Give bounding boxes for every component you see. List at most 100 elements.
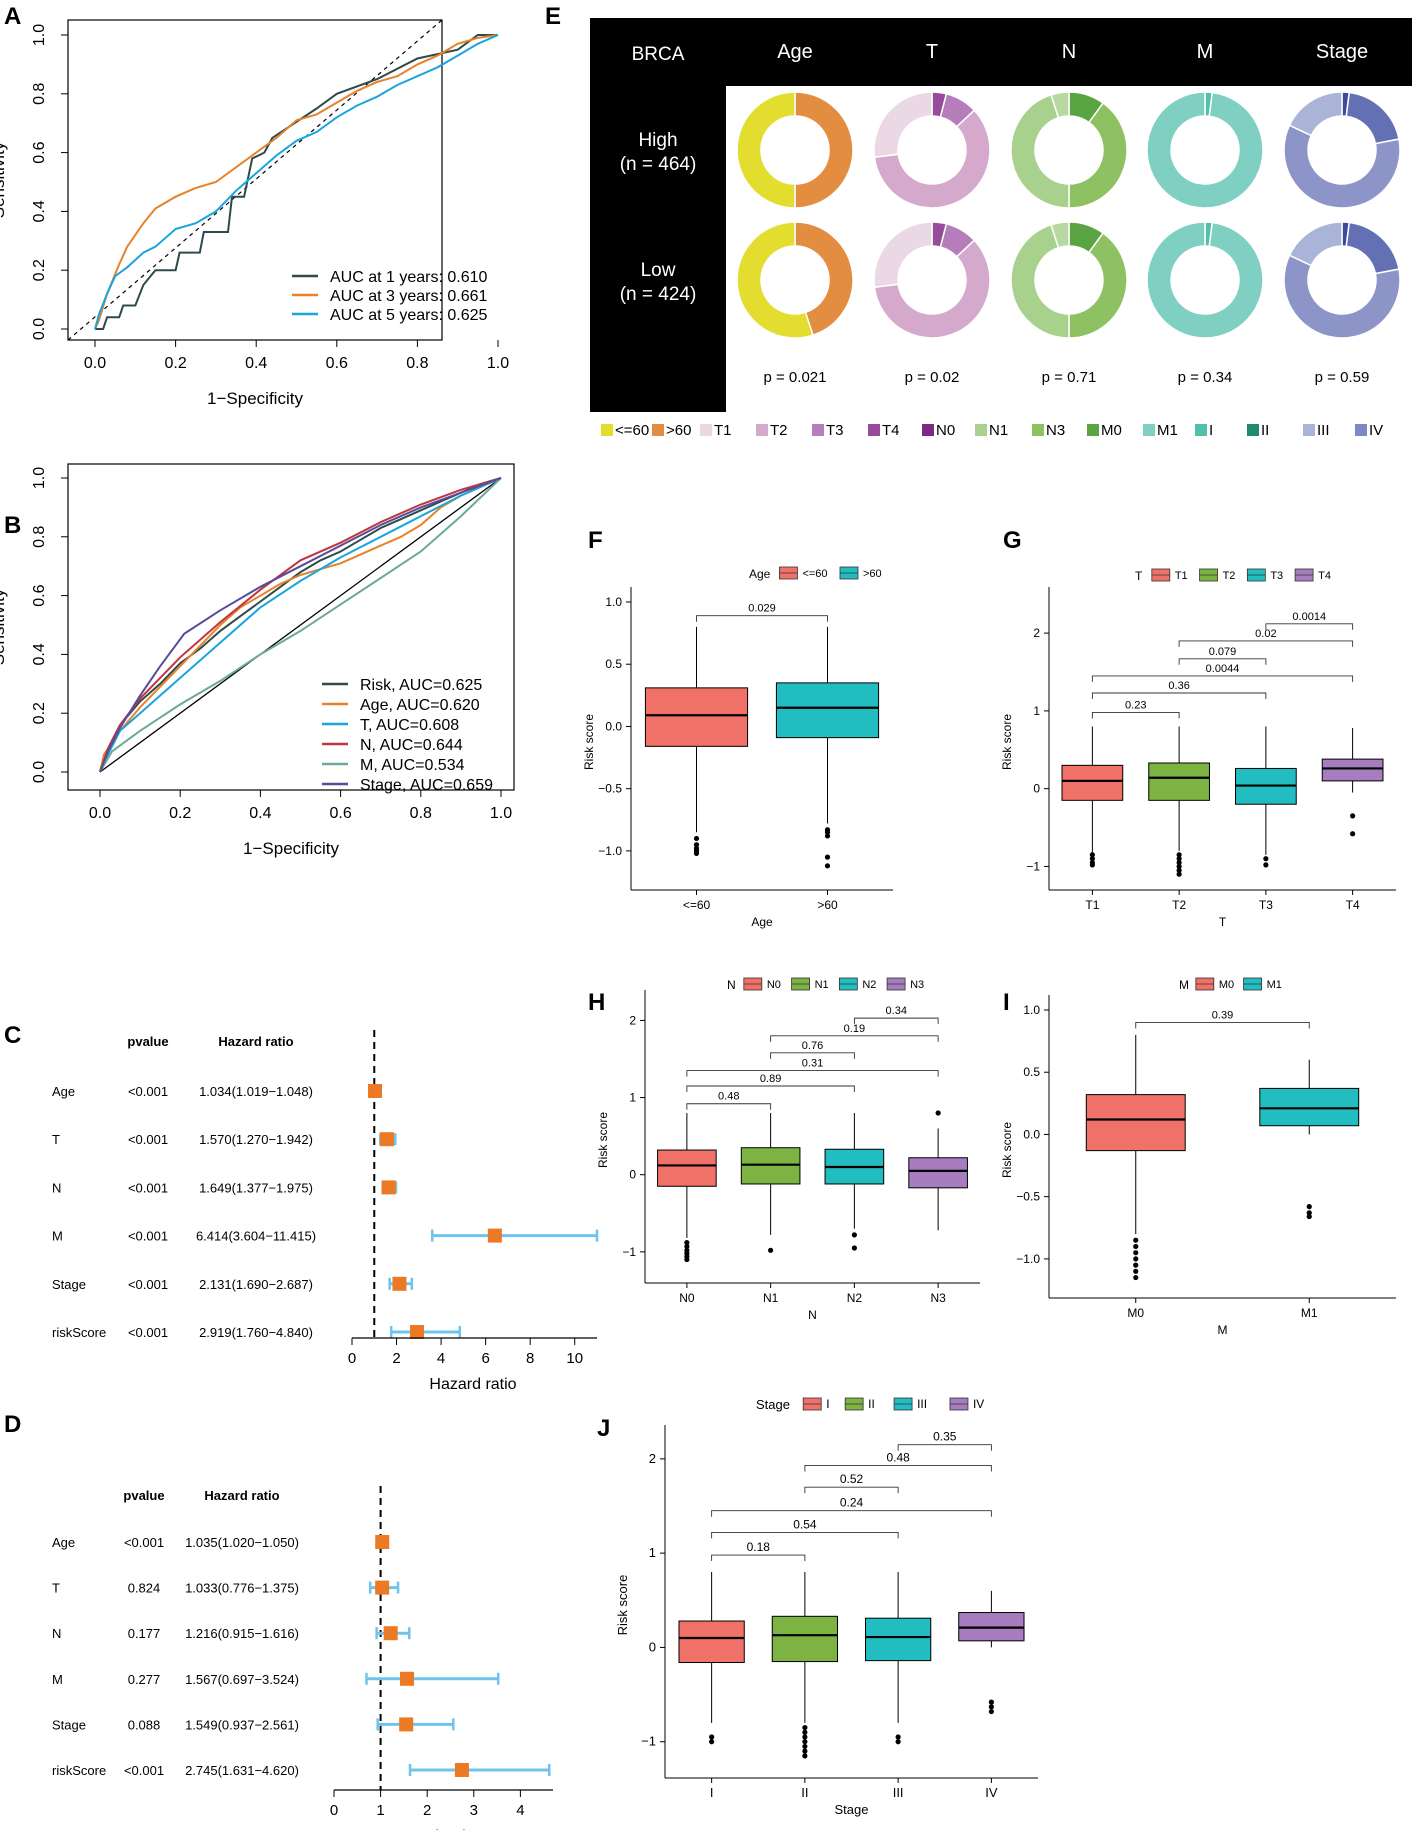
hr-point: [410, 1325, 425, 1339]
row-hazard-ratio: 1.570(1.270−1.942): [199, 1132, 313, 1147]
y-axis-label: Risk score: [582, 714, 596, 770]
legend-label: AUC at 5 years: 0.625: [330, 307, 488, 324]
outlier-point: [1133, 1256, 1139, 1262]
legend-label: II: [868, 1397, 875, 1411]
comparison-pvalue: 0.36: [1168, 680, 1189, 692]
comparison-bracket: [770, 1052, 855, 1059]
donut-segment: [736, 221, 814, 339]
comparison-pvalue: 0.48: [886, 1450, 910, 1464]
comparison-bracket: [770, 1035, 939, 1042]
comparison-bracket: [897, 1444, 992, 1451]
x-tick-label: 0.0: [84, 355, 106, 372]
comparison-bracket: [1091, 692, 1267, 699]
x-tick-label: M0: [1127, 1306, 1144, 1320]
comparison-pvalue: 0.89: [760, 1073, 781, 1085]
legend-label: Age, AUC=0.620: [360, 697, 480, 714]
x-tick-label: 4: [516, 1802, 524, 1819]
legend-label: >60: [666, 422, 691, 439]
row-label: riskScore: [52, 1325, 106, 1340]
panel-label-d: D: [4, 1411, 21, 1438]
panel-label-i: I: [1003, 989, 1010, 1016]
panel-label-a: A: [4, 3, 21, 30]
row-pvalue: <0.001: [128, 1084, 168, 1099]
row-pvalue: 0.277: [128, 1672, 161, 1687]
x-tick-label: 0.4: [249, 805, 271, 822]
comparison-pvalue: 0.76: [802, 1040, 823, 1052]
row-pvalue: <0.001: [128, 1325, 168, 1340]
x-tick-label: II: [801, 1785, 808, 1800]
column-header-m: M: [1197, 41, 1214, 63]
y-axis-label: Risk score: [615, 1575, 630, 1636]
x-tick-label: 0.6: [326, 355, 348, 372]
y-tick-label: 0.8: [31, 526, 48, 548]
hr-point: [381, 1180, 396, 1195]
column-header-pvalue: pvalue: [127, 1034, 168, 1049]
row-label: Stage: [52, 1717, 86, 1732]
y-tick-label: 0.2: [31, 702, 48, 724]
outlier-point: [851, 1232, 857, 1238]
x-axis-label: Hazard ratio: [387, 1828, 474, 1830]
row-hazard-ratio: 1.549(0.937−2.561): [185, 1717, 299, 1732]
outlier-point: [802, 1743, 808, 1750]
roc-curve-5: [99, 477, 502, 773]
roc-curve-3: [94, 34, 499, 330]
x-tick-label: 2: [392, 1350, 400, 1367]
legend-label: N1: [989, 422, 1008, 439]
panel-label-g: G: [1003, 527, 1022, 554]
legend-label: IV: [1369, 422, 1383, 439]
outlier-point: [824, 829, 831, 835]
x-tick-label: 0.8: [410, 805, 432, 822]
comparison-bracket: [1178, 640, 1354, 647]
donut-segment: [736, 91, 796, 209]
outlier-point: [1306, 1210, 1312, 1216]
box-I: [678, 1620, 745, 1664]
y-tick-label: 1.0: [1023, 1003, 1040, 1017]
box-N0: [657, 1149, 717, 1187]
x-tick-label: IV: [985, 1785, 998, 1800]
header-band: [590, 18, 1412, 86]
legend-label: T2: [770, 422, 788, 439]
donut-segment: [1010, 93, 1070, 209]
outlier-point: [935, 1110, 941, 1116]
legend-label: T, AUC=0.608: [360, 717, 459, 734]
legend-swatch: [868, 424, 880, 436]
outlier-point: [709, 1734, 715, 1740]
legend-label: T1: [714, 422, 732, 439]
column-header-hazard-ratio: Hazard ratio: [204, 1488, 279, 1503]
column-header-hazard-ratio: Hazard ratio: [218, 1034, 293, 1049]
legend-label: N1: [815, 979, 829, 991]
legend-label: T2: [1223, 570, 1236, 582]
box-II: [771, 1615, 839, 1663]
corner-label: BRCA: [632, 44, 685, 65]
roc-curve-3: [99, 477, 502, 773]
legend-label: M1: [1267, 979, 1282, 991]
comparison-bracket: [853, 1017, 939, 1025]
column-header-pvalue: pvalue: [123, 1488, 164, 1503]
y-tick-label: 0.5: [605, 657, 622, 671]
comparison-bracket: [1135, 1021, 1310, 1029]
row-pvalue: <0.001: [128, 1229, 168, 1244]
outlier-point: [802, 1753, 808, 1759]
comparison-pvalue: 0.02: [1255, 628, 1276, 640]
donut-segment: [794, 91, 854, 209]
row-label: M: [52, 1229, 63, 1244]
outlier-point: [824, 854, 831, 860]
row-hazard-ratio: 1.033(0.776−1.375): [185, 1581, 299, 1596]
y-tick-label: 2: [629, 1013, 636, 1027]
comparison-bracket: [711, 1531, 899, 1539]
outlier-point: [1350, 831, 1356, 837]
row-label: Age: [52, 1535, 75, 1550]
legend-label: Risk, AUC=0.625: [360, 677, 482, 694]
outlier-point: [851, 1245, 857, 1251]
donut-segment: [1010, 223, 1070, 339]
row-label: Stage: [52, 1277, 86, 1292]
outlier-point: [1133, 1243, 1139, 1250]
row-hazard-ratio: 2.919(1.760−4.840): [199, 1325, 313, 1340]
donut-segment: [1050, 91, 1070, 119]
legend-label: N2: [862, 979, 876, 991]
row-pvalue: <0.001: [128, 1180, 168, 1195]
hr-point: [399, 1717, 414, 1732]
